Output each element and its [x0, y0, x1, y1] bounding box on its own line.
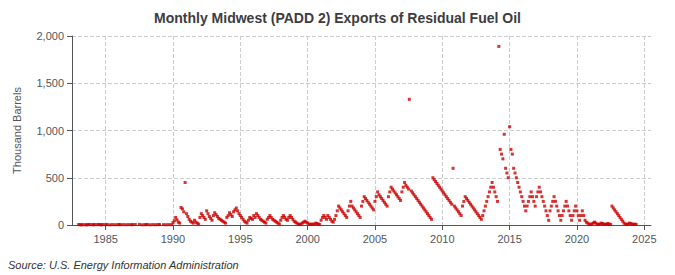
- svg-text:1995: 1995: [228, 233, 252, 245]
- svg-text:500: 500: [46, 172, 64, 184]
- svg-text:Source: U.S. Energy Informatio: Source: U.S. Energy Information Administ…: [8, 259, 239, 271]
- svg-text:0: 0: [58, 219, 64, 231]
- svg-text:2,000: 2,000: [36, 30, 64, 42]
- svg-text:2005: 2005: [363, 233, 387, 245]
- svg-text:1,000: 1,000: [36, 125, 64, 137]
- svg-text:Monthly Midwest (PADD 2) Expor: Monthly Midwest (PADD 2) Exports of Resi…: [154, 10, 521, 26]
- svg-text:2015: 2015: [497, 233, 521, 245]
- svg-text:2000: 2000: [295, 233, 319, 245]
- svg-text:2010: 2010: [430, 233, 454, 245]
- svg-text:1,500: 1,500: [36, 77, 64, 89]
- svg-text:2025: 2025: [632, 233, 656, 245]
- svg-text:1990: 1990: [161, 233, 185, 245]
- svg-text:Thousand Barrels: Thousand Barrels: [11, 87, 23, 174]
- svg-text:2020: 2020: [565, 233, 589, 245]
- svg-text:1985: 1985: [93, 233, 117, 245]
